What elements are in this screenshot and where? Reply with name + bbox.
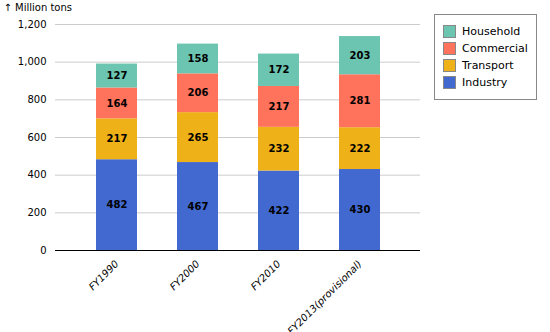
svg-text:222: 222 [350,143,371,154]
svg-text:217: 217 [107,133,128,144]
html-text:Household: Household [462,25,521,38]
svg-text:232: 232 [269,143,290,154]
svg-text:164: 164 [107,98,128,109]
svg-text:FY2000: FY2000 [168,258,202,292]
html-text:Commercial: Commercial [462,42,528,55]
svg-text:206: 206 [188,87,209,98]
svg-text:422: 422 [269,205,290,216]
svg-text:0: 0 [40,245,46,256]
svg-text:FY2013(provisional): FY2013(provisional) [285,258,363,332]
svg-text:↑ Million tons: ↑ Million tons [4,2,73,13]
svg-text:127: 127 [107,70,128,81]
svg-text:FY1990: FY1990 [87,258,121,292]
svg-text:467: 467 [188,201,209,212]
svg-text:265: 265 [188,132,209,143]
svg-text:600: 600 [27,132,46,143]
svg-text:200: 200 [27,207,46,218]
svg-text:800: 800 [27,94,46,105]
svg-text:1,200: 1,200 [18,19,47,30]
svg-text:281: 281 [350,95,371,106]
svg-text:203: 203 [350,50,371,61]
svg-text:FY2010: FY2010 [249,258,283,292]
svg-text:400: 400 [27,169,46,180]
svg-text:430: 430 [350,204,371,215]
svg-text:158: 158 [188,53,209,64]
html-text:Transport: Transport [462,59,514,72]
html-text:Industry: Industry [462,76,508,89]
svg-text:172: 172 [269,64,290,75]
svg-text:482: 482 [107,199,128,210]
svg-text:217: 217 [269,101,290,112]
svg-text:1,000: 1,000 [18,56,47,67]
